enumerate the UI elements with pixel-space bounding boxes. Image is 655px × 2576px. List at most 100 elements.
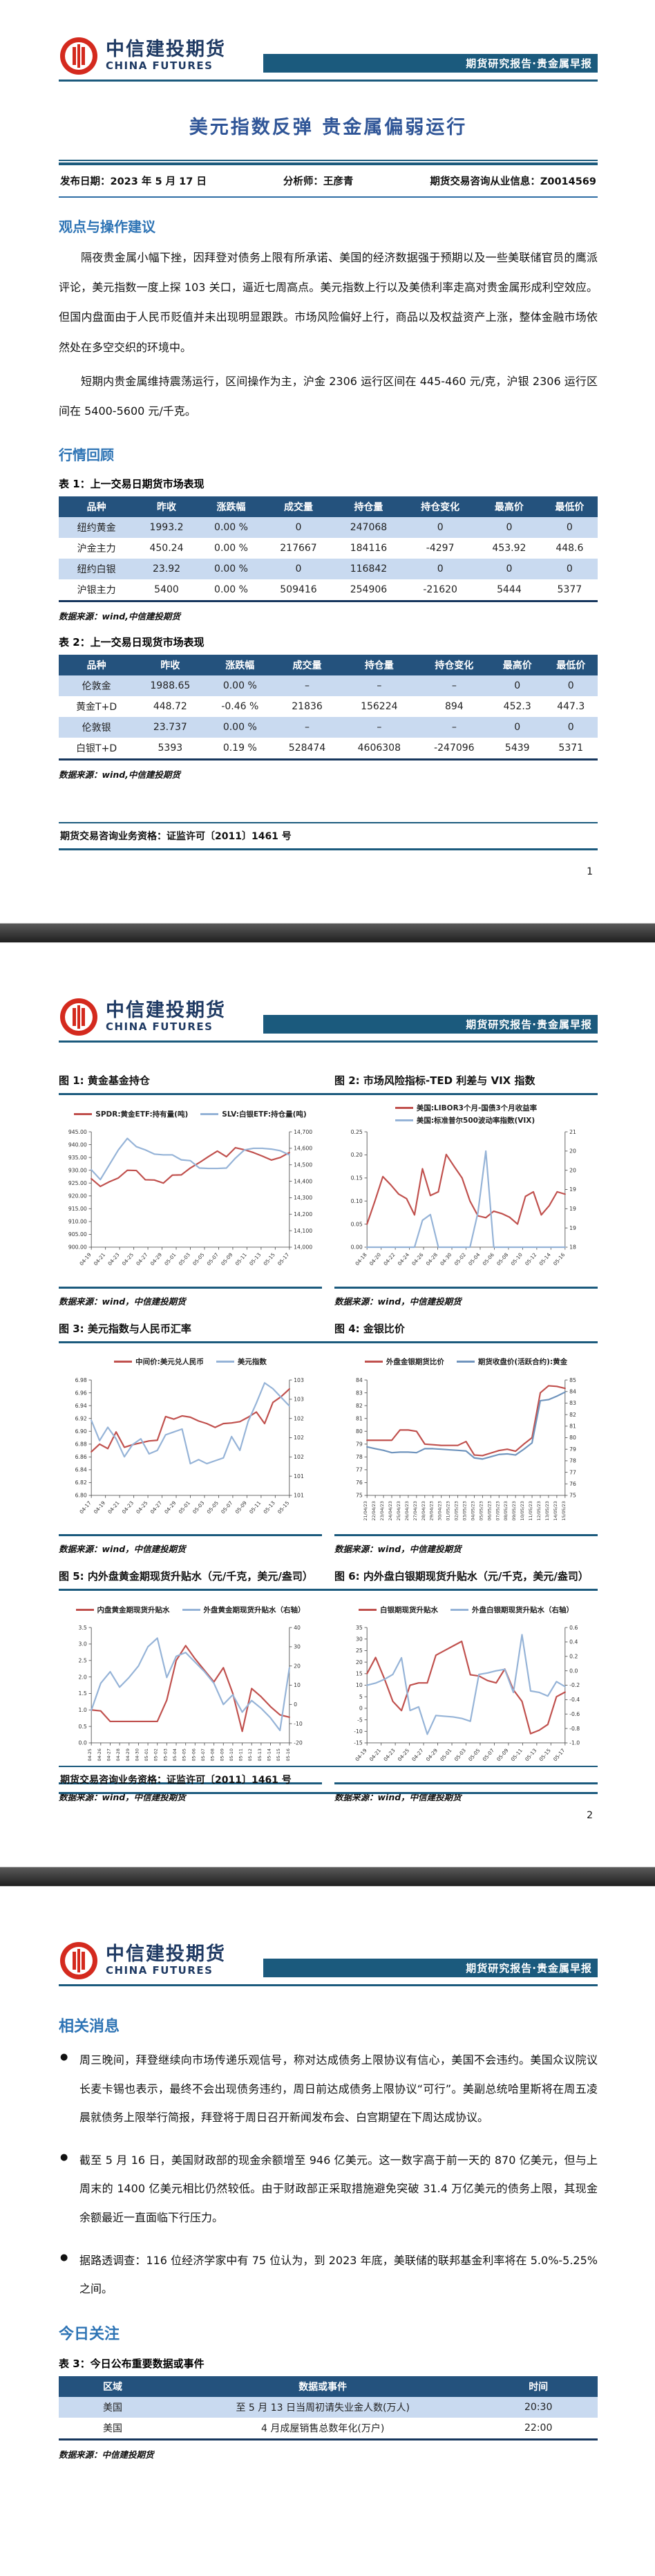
chart2-legend: 美国:LIBOR3个月-国债3个月收益率 美国:标准普尔500波动率指数(VIX) (334, 1102, 598, 1126)
svg-text:0: 0 (294, 1701, 297, 1708)
svg-text:6.84: 6.84 (75, 1466, 87, 1473)
svg-text:04-17: 04-17 (78, 1500, 92, 1515)
chart4-plot: 84 83 82 81 80 79 78 77 76 75 85 84 83 82 81 80 79 78 77 76… (334, 1374, 598, 1532)
svg-text:81: 81 (569, 1423, 576, 1429)
column-header: 最高价 (477, 496, 542, 518)
svg-text:05-16: 05-16 (286, 1748, 291, 1761)
svg-text:6.80: 6.80 (75, 1492, 87, 1498)
column-header: 涨跌幅 (198, 496, 264, 518)
legend-line-swatch (456, 1361, 475, 1363)
svg-text:04-29: 04-29 (149, 1251, 164, 1267)
svg-text:04-26: 04-26 (97, 1748, 102, 1761)
svg-text:935.00: 935.00 (68, 1155, 87, 1161)
report-banner: 期货研究报告·贵金属早报 (263, 54, 598, 73)
chart6-legend: 白银期现货升贴水 外盘白银期现货升贴水（右轴） (334, 1598, 598, 1621)
svg-text:84: 84 (569, 1388, 576, 1394)
table2-source: 数据来源：wind,中信建投期货 (59, 769, 180, 781)
svg-text:84: 84 (356, 1376, 363, 1383)
svg-text:04-21: 04-21 (106, 1500, 120, 1515)
page-footer: 期货交易咨询业务资格：证监许可〔2011〕1461 号 (59, 1766, 598, 1794)
svg-text:101: 101 (294, 1473, 304, 1479)
svg-text:14/05/23: 14/05/23 (553, 1501, 558, 1520)
svg-text:77: 77 (356, 1466, 363, 1473)
viewpoint-paragraph-2: 短期内贵金属维持震荡运行，区间操作为主，沪金 2306 运行区间在 445-46… (59, 374, 598, 418)
chart1-legend: SPDR:黄金ETF:持有量(吨) SLV:白银ETF:持仓量(吨) (59, 1102, 322, 1126)
svg-text:-10: -10 (354, 1728, 363, 1735)
svg-text:05-07: 05-07 (220, 1500, 234, 1515)
report-title: 美元指数反弹 贵金属偏弱运行 (189, 117, 468, 138)
svg-text:10: 10 (356, 1682, 363, 1688)
meta-bar: 发布日期：2023 年 5 月 17 日 分析师：王彦青 期货交易咨询从业信息：… (59, 160, 598, 198)
svg-text:05-05: 05-05 (206, 1500, 220, 1515)
svg-text:3.5: 3.5 (79, 1625, 87, 1631)
legend-line-swatch (74, 1112, 93, 1115)
svg-text:20: 20 (294, 1663, 301, 1670)
svg-text:925.00: 925.00 (68, 1180, 87, 1186)
news-item: 周三晚间，拜登继续向市场传递乐观信号，称对达成债务上限协议有信心，美国不会违约。… (59, 2046, 598, 2132)
legend-line-swatch (114, 1361, 133, 1363)
svg-text:75: 75 (356, 1492, 363, 1498)
page-number: 2 (587, 1810, 593, 1821)
figure3-caption: 图 3: 美元指数与人民币汇率 (59, 1322, 191, 1335)
svg-text:-0.6: -0.6 (569, 1711, 580, 1717)
table3-caption: 表 3：今日公布重要数据或事件 (59, 2357, 205, 2370)
svg-text:30: 30 (356, 1636, 363, 1643)
svg-text:05-02: 05-02 (154, 1748, 159, 1761)
svg-text:05-08: 05-08 (495, 1251, 510, 1267)
svg-text:04-25: 04-25 (121, 1251, 135, 1267)
spot-market-table: 品种 昨收 涨跌幅 成交量 持仓量 持仓变化 最高价 最低价 伦敦金 1988.65 0.00 % –… (59, 655, 598, 761)
legend-item: 外盘金银期货比价 (364, 1356, 444, 1367)
chart6-source: 数据来源：wind，中信建投期货 (334, 1791, 462, 1802)
svg-text:05-13: 05-13 (248, 1251, 263, 1267)
table-row: 沪银主力 5400 0.00 % 509416 254906 -21620 5444 5377 (77, 584, 582, 597)
svg-text:05-05: 05-05 (182, 1748, 187, 1761)
svg-text:05-01: 05-01 (178, 1500, 191, 1515)
svg-text:0.05: 0.05 (351, 1221, 363, 1227)
svg-text:04-28: 04-28 (425, 1251, 439, 1267)
svg-text:11/05/23: 11/05/23 (529, 1501, 533, 1520)
chart1-source: 数据来源：wind，中信建投期货 (59, 1296, 186, 1307)
chart1-plot: 945.00 940.00 935.00 930.00 925.00 920.00 915.… (59, 1126, 322, 1284)
svg-text:77: 77 (569, 1469, 576, 1475)
svg-text:0.0: 0.0 (79, 1740, 87, 1746)
svg-text:-0.2: -0.2 (569, 1682, 580, 1688)
svg-text:04-19: 04-19 (354, 1747, 368, 1762)
svg-text:05-07: 05-07 (206, 1251, 220, 1267)
svg-text:15/05/23: 15/05/23 (562, 1501, 567, 1520)
svg-text:5: 5 (359, 1694, 363, 1700)
svg-text:04-22: 04-22 (382, 1251, 396, 1267)
svg-text:28/04/23: 28/04/23 (421, 1501, 426, 1520)
svg-text:07/05/23: 07/05/23 (495, 1501, 500, 1520)
viewpoint-paragraph-1: 隔夜贵金属小幅下挫，因拜登对债务上限有所承诺、美国的经济数据强于预期以及一些美联… (59, 251, 598, 354)
column-header: 区域 (59, 2376, 167, 2397)
table1-source: 数据来源：wind,中信建投期货 (59, 611, 180, 622)
svg-text:6.82: 6.82 (75, 1480, 87, 1486)
report-header: 中信建投期货 CHINA FUTURES 期货研究报告·贵金属早报 (59, 36, 598, 76)
chart-gold-fund-holdings: SPDR:黄金ETF:持有量(吨) SLV:白银ETF:持仓量(吨) 945.00… (59, 1102, 322, 1317)
legend-item: 美元指数 (216, 1356, 267, 1367)
column-header: 持仓变化 (417, 655, 491, 676)
svg-text:03/05/23: 03/05/23 (463, 1501, 468, 1520)
svg-text:04-25: 04-25 (135, 1500, 149, 1515)
svg-text:2.5: 2.5 (79, 1658, 87, 1664)
page-1: 中信建投期货 CHINA FUTURES 期货研究报告·贵金属早报 美元指数反弹… (0, 0, 655, 923)
svg-text:04-30: 04-30 (439, 1251, 453, 1267)
svg-text:04-25: 04-25 (397, 1748, 410, 1763)
column-header: 成交量 (263, 496, 334, 518)
svg-text:04-20: 04-20 (368, 1251, 383, 1267)
company-name-en: CHINA FUTURES (106, 1964, 213, 1977)
legend-item: SLV:白银ETF:持仓量(吨) (200, 1109, 307, 1119)
svg-text:30: 30 (294, 1644, 301, 1650)
chart3-legend: 中间价:美元兑人民币 美元指数 (59, 1350, 322, 1374)
citic-logo-icon (60, 1942, 97, 1979)
svg-text:79: 79 (356, 1441, 363, 1447)
svg-text:29/04/23: 29/04/23 (430, 1501, 435, 1520)
company-name-cn: 中信建投期货 (106, 38, 226, 60)
svg-text:14,600: 14,600 (294, 1146, 312, 1152)
svg-text:04-21: 04-21 (93, 1251, 106, 1267)
svg-text:05-13: 05-13 (262, 1500, 276, 1515)
header-rule (59, 1984, 598, 1986)
header-rule (59, 1040, 598, 1043)
svg-text:2.0: 2.0 (79, 1674, 87, 1681)
svg-text:05-11: 05-11 (248, 1500, 262, 1515)
